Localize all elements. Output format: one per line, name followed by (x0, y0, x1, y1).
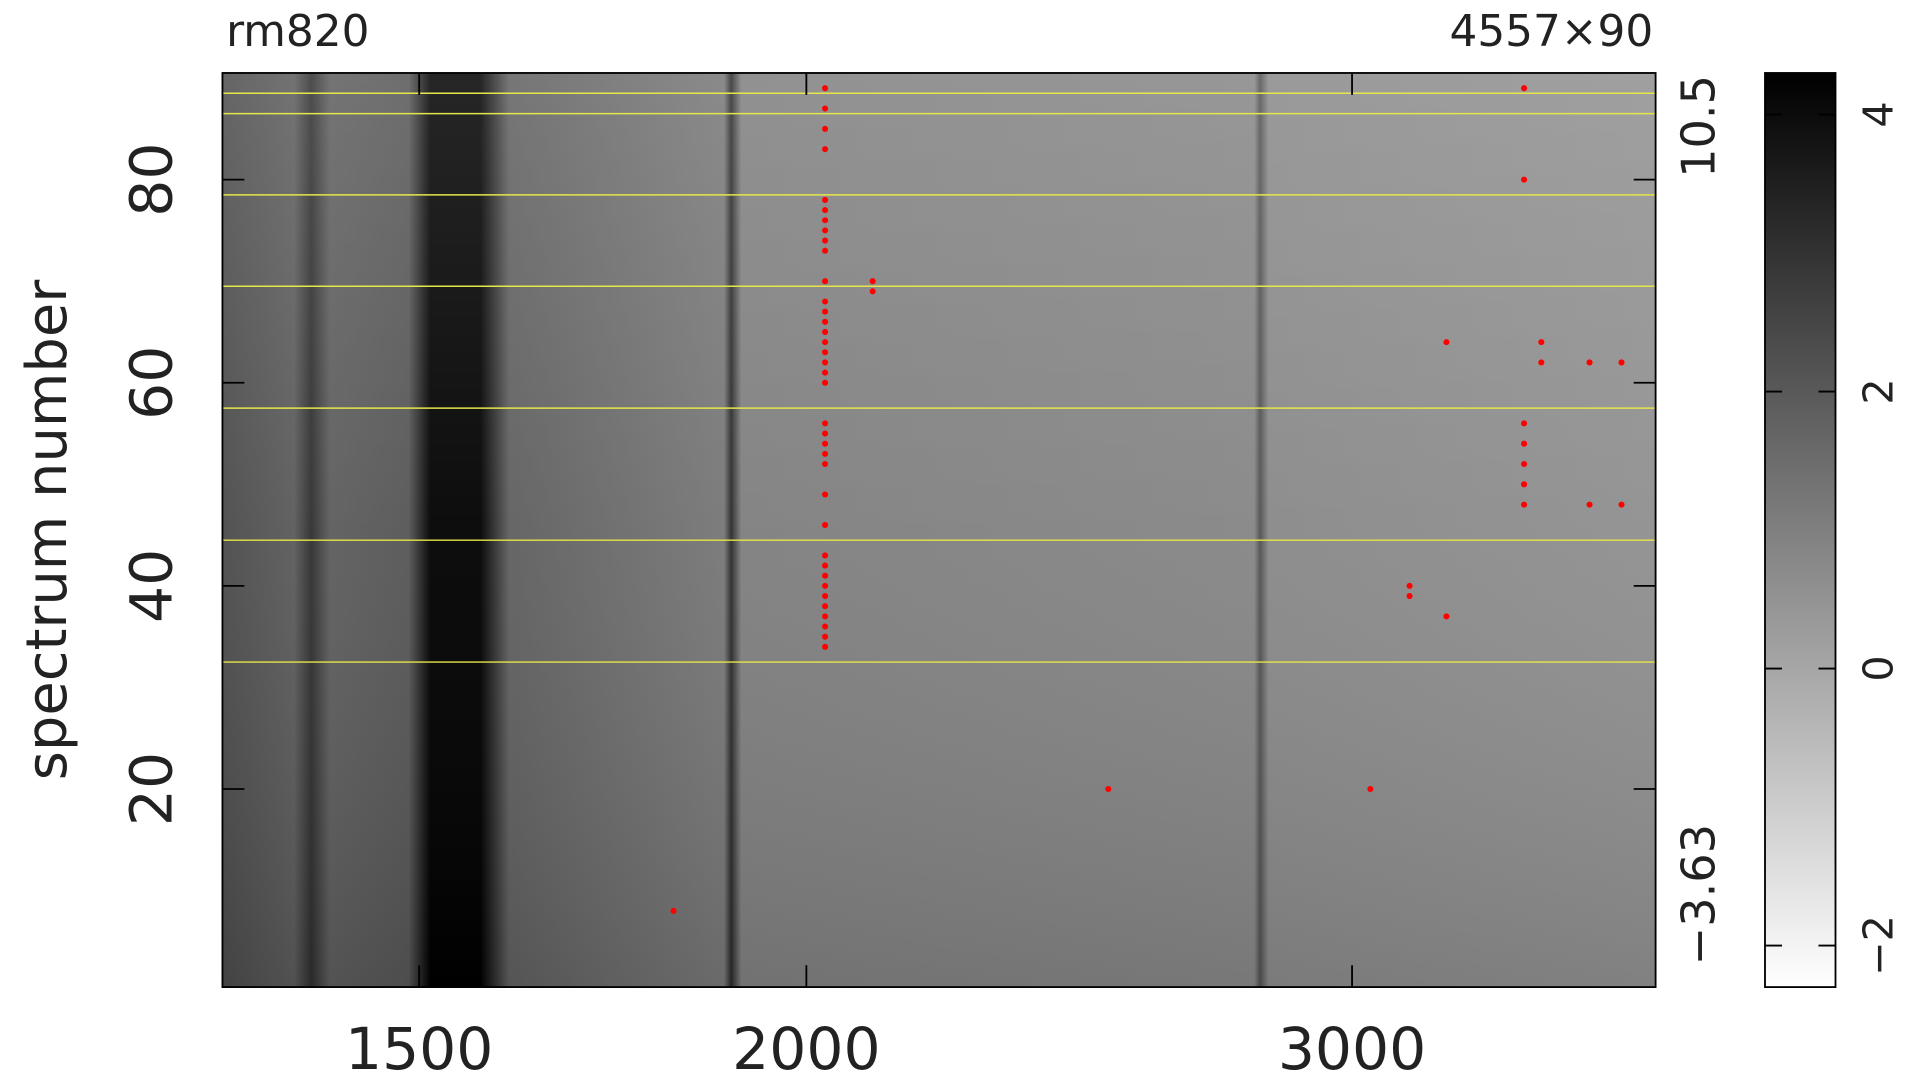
masked-pixel (822, 633, 829, 640)
y-tick-label: 80 (118, 143, 186, 217)
masked-pixel (1586, 501, 1593, 508)
x-tick-label: 2000 (732, 1015, 880, 1083)
masked-pixel (822, 237, 829, 244)
masked-pixel (822, 572, 829, 579)
masked-pixel (869, 288, 876, 295)
masked-pixel (822, 328, 829, 336)
masked-pixel (1618, 359, 1625, 366)
plot-frame (221, 72, 1657, 988)
masked-pixel (1521, 420, 1528, 427)
masked-pixel (822, 593, 829, 600)
masked-pixel (1105, 785, 1112, 793)
masked-pixel (822, 521, 829, 528)
chart-title: rm820 (226, 6, 369, 57)
masked-pixel (822, 207, 829, 214)
masked-pixel (822, 643, 829, 650)
masked-pixel (822, 491, 829, 498)
colorbar-tick-label: 0 (1855, 655, 1903, 681)
range-label: 10.5 (1671, 75, 1725, 178)
masked-pixel (1406, 582, 1413, 589)
masked-pixel (869, 278, 876, 285)
masked-pixel (822, 217, 829, 224)
masked-pixel (1538, 359, 1545, 366)
masked-pixel (1521, 501, 1528, 508)
masked-pixel (822, 623, 829, 630)
masked-pixel (822, 450, 829, 457)
y-tick-label: 20 (118, 752, 186, 826)
colorbar (1764, 72, 1837, 988)
masked-pixel (822, 125, 829, 132)
masked-pixel (670, 907, 677, 914)
image-shade (222, 72, 1656, 988)
masked-pixel (1538, 339, 1545, 346)
masked-pixel (822, 339, 829, 346)
x-tick-label: 1500 (345, 1015, 493, 1083)
y-tick-label: 60 (118, 346, 186, 420)
masked-pixel (822, 196, 829, 203)
masked-pixel (1443, 613, 1450, 620)
masked-pixel (822, 247, 829, 254)
masked-pixel (822, 420, 829, 427)
masked-pixel (1618, 501, 1625, 508)
x-tick-label: 3000 (1278, 1015, 1426, 1083)
masked-pixel (1586, 359, 1593, 366)
masked-pixel (1521, 460, 1528, 468)
masked-pixel (822, 582, 829, 589)
masked-pixel (822, 460, 829, 468)
masked-pixel (822, 552, 829, 559)
y-tick-label: 40 (118, 549, 186, 623)
masked-pixel (822, 359, 829, 366)
masked-pixel (822, 318, 829, 325)
masked-pixel (1406, 593, 1413, 600)
colorbar-tick-label: −2 (1855, 915, 1903, 976)
y-axis-label: spectrum number (15, 280, 80, 781)
masked-pixel (822, 430, 829, 437)
chart-subtitle: 4557×90 (1449, 6, 1653, 57)
masked-pixel (822, 349, 829, 356)
masked-pixel (822, 562, 829, 569)
masked-pixel (822, 369, 829, 376)
masked-pixel (1443, 339, 1450, 346)
masked-pixel (822, 613, 829, 620)
range-label: −3.63 (1671, 824, 1725, 966)
masked-pixel (822, 105, 829, 112)
masked-pixel (822, 146, 829, 153)
masked-pixel (1521, 440, 1528, 447)
colorbar-tick-label: 2 (1855, 378, 1903, 404)
masked-pixel (1521, 176, 1528, 183)
masked-pixel (1521, 85, 1528, 92)
masked-pixel (1367, 785, 1374, 793)
masked-pixel (1521, 481, 1528, 488)
masked-pixel (822, 85, 829, 92)
masked-pixel (822, 227, 829, 234)
masked-pixel (822, 298, 829, 305)
masked-pixel (822, 603, 829, 610)
masked-pixel (822, 379, 829, 386)
colorbar-tick-label: 4 (1855, 101, 1903, 127)
masked-pixel (822, 278, 829, 285)
masked-pixel (822, 308, 829, 315)
masked-pixel (822, 440, 829, 447)
